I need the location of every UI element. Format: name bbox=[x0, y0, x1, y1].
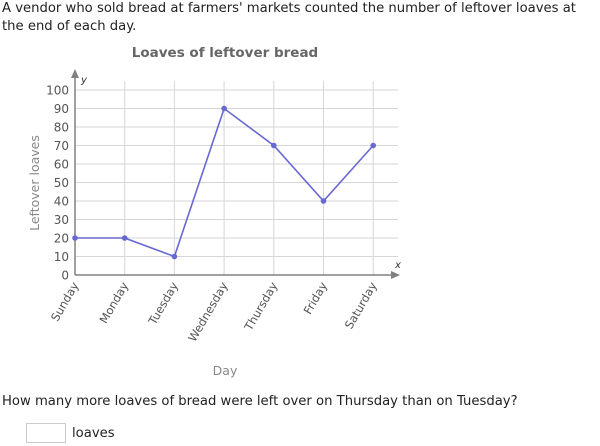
y-tick-label: 30 bbox=[54, 213, 69, 227]
data-point bbox=[171, 253, 178, 260]
x-tick-label: Monday bbox=[96, 279, 131, 325]
x-tick-label: Saturday bbox=[342, 279, 380, 331]
chart-title: Loaves of leftover bread bbox=[131, 45, 319, 61]
y-tick-label: 10 bbox=[54, 250, 69, 264]
problem-statement: A vendor who sold bread at farmers' mark… bbox=[2, 1, 576, 34]
x-tick-labels: Sunday Monday Tuesday Wednesday Thursday Frid… bbox=[48, 279, 380, 344]
chart-axes: x y bbox=[71, 69, 401, 279]
answer-unit: loaves bbox=[72, 425, 115, 441]
x-tick-label: Thursday bbox=[241, 279, 280, 333]
data-series bbox=[72, 105, 377, 260]
question-text: How many more loaves of bread were left … bbox=[2, 394, 518, 409]
x-tick-label: Sunday bbox=[48, 279, 82, 323]
answer-row: loaves bbox=[26, 423, 115, 443]
data-point bbox=[271, 142, 277, 149]
y-tick-label: 60 bbox=[54, 158, 69, 172]
answer-input[interactable] bbox=[26, 423, 66, 443]
y-tick-label: 80 bbox=[54, 121, 69, 135]
x-tick-label: Tuesday bbox=[145, 279, 181, 328]
data-point bbox=[121, 235, 128, 241]
y-tick-label: 0 bbox=[61, 269, 69, 283]
y-axis-title: Leftover loaves bbox=[27, 135, 42, 231]
y-axis-arrow-icon bbox=[71, 69, 79, 78]
x-axis-symbol: x bbox=[394, 260, 401, 271]
data-point bbox=[72, 235, 78, 241]
x-axis-title: Day bbox=[212, 363, 238, 378]
y-tick-labels: 0 10 20 30 40 50 60 70 80 90 100 bbox=[46, 84, 69, 283]
data-point bbox=[370, 142, 377, 149]
y-tick-label: 40 bbox=[54, 195, 69, 209]
data-point bbox=[320, 198, 327, 204]
y-tick-label: 90 bbox=[54, 102, 69, 116]
x-tick-label: Friday bbox=[301, 279, 331, 316]
y-tick-label: 100 bbox=[46, 84, 69, 98]
y-axis-symbol: y bbox=[80, 75, 88, 86]
y-tick-label: 70 bbox=[54, 139, 69, 153]
x-axis-arrow-icon bbox=[391, 271, 400, 279]
y-tick-label: 20 bbox=[54, 232, 69, 246]
chart-grid bbox=[75, 81, 398, 275]
x-tick-label: Wednesday bbox=[185, 279, 231, 344]
y-tick-label: 50 bbox=[54, 176, 69, 190]
data-point bbox=[221, 105, 227, 112]
